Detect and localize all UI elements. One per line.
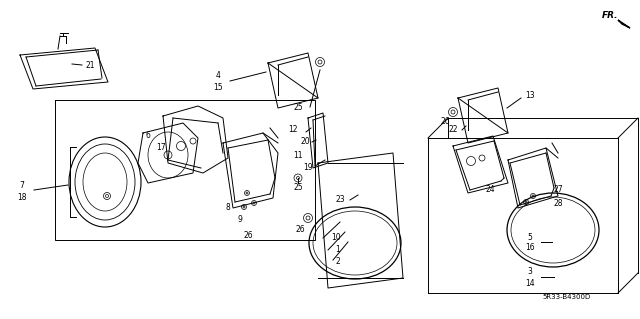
Text: 12: 12 <box>288 125 298 135</box>
Text: 6: 6 <box>145 130 150 139</box>
Text: 26: 26 <box>440 117 450 127</box>
Text: 25: 25 <box>293 102 303 112</box>
Text: 1: 1 <box>335 246 340 255</box>
Text: 16: 16 <box>525 242 535 251</box>
Text: 19: 19 <box>303 164 313 173</box>
Text: 8: 8 <box>226 203 230 211</box>
Text: 17: 17 <box>156 144 166 152</box>
Text: 18: 18 <box>17 194 27 203</box>
Text: 2: 2 <box>335 257 340 266</box>
Text: 11: 11 <box>293 151 303 160</box>
Text: 5R33-B4300D: 5R33-B4300D <box>543 294 591 300</box>
Text: 20: 20 <box>300 137 310 146</box>
Text: 3: 3 <box>527 268 532 277</box>
Text: 25: 25 <box>293 183 303 192</box>
Text: 21: 21 <box>85 61 95 70</box>
Text: 26: 26 <box>295 226 305 234</box>
Text: 9: 9 <box>237 216 243 225</box>
Text: 22: 22 <box>448 125 458 135</box>
Text: 7: 7 <box>20 181 24 189</box>
Text: 10: 10 <box>331 234 341 242</box>
Text: 4: 4 <box>216 70 220 79</box>
Text: 13: 13 <box>525 91 535 100</box>
Text: 26: 26 <box>243 231 253 240</box>
Text: 14: 14 <box>525 278 535 287</box>
Text: 5: 5 <box>527 233 532 241</box>
Text: FR.: FR. <box>602 11 618 19</box>
Text: 23: 23 <box>335 196 345 204</box>
Text: 27: 27 <box>553 186 563 195</box>
Text: 28: 28 <box>553 198 563 207</box>
Text: 24: 24 <box>485 186 495 195</box>
Polygon shape <box>618 20 630 28</box>
Text: 15: 15 <box>213 84 223 93</box>
